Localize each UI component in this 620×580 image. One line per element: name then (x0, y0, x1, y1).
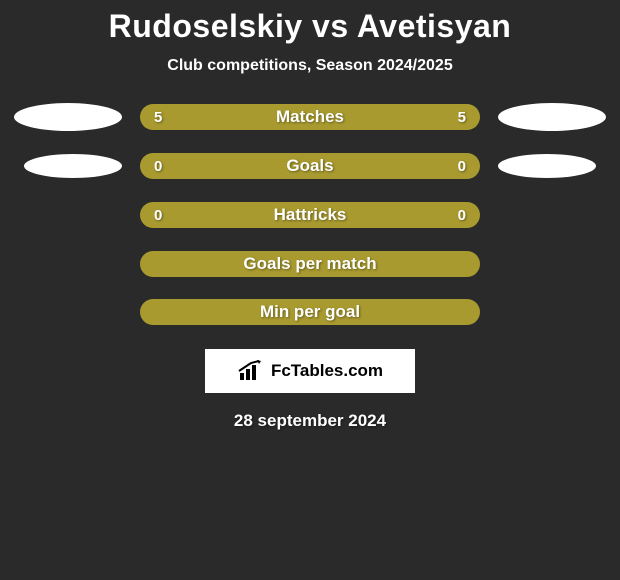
stat-bar: Min per goal (140, 299, 480, 325)
stat-left-value: 0 (154, 158, 162, 175)
stat-label: Goals (286, 156, 333, 176)
stat-bar: 0 Hattricks 0 (140, 202, 480, 228)
stat-right-value: 0 (458, 207, 466, 224)
stat-bar: 0 Goals 0 (140, 153, 480, 179)
stat-left-value: 0 (154, 207, 162, 224)
right-ellipse (498, 154, 596, 178)
stat-right-value: 5 (458, 109, 466, 126)
fctables-logo[interactable]: FcTables.com (205, 349, 415, 393)
stat-row: 5 Matches 5 (14, 103, 606, 131)
stat-left-value: 5 (154, 109, 162, 126)
subtitle: Club competitions, Season 2024/2025 (167, 57, 452, 75)
stat-label: Goals per match (243, 254, 376, 274)
left-ellipse (24, 154, 122, 178)
stat-label: Hattricks (274, 205, 347, 225)
stat-row: 0 Hattricks 0 (14, 201, 606, 229)
stat-row: 0 Goals 0 (14, 153, 606, 179)
stat-label: Min per goal (260, 302, 360, 322)
comparison-card: Rudoselskiy vs Avetisyan Club competitio… (0, 0, 620, 431)
logo-text: FcTables.com (271, 361, 383, 381)
stat-label: Matches (276, 107, 344, 127)
stat-bar: Goals per match (140, 251, 480, 277)
date-label: 28 september 2024 (234, 411, 386, 431)
stat-right-value: 0 (458, 158, 466, 175)
stat-bar: 5 Matches 5 (140, 104, 480, 130)
chart-icon (237, 360, 265, 382)
page-title: Rudoselskiy vs Avetisyan (109, 8, 512, 45)
left-ellipse (14, 103, 122, 131)
right-ellipse (498, 103, 606, 131)
